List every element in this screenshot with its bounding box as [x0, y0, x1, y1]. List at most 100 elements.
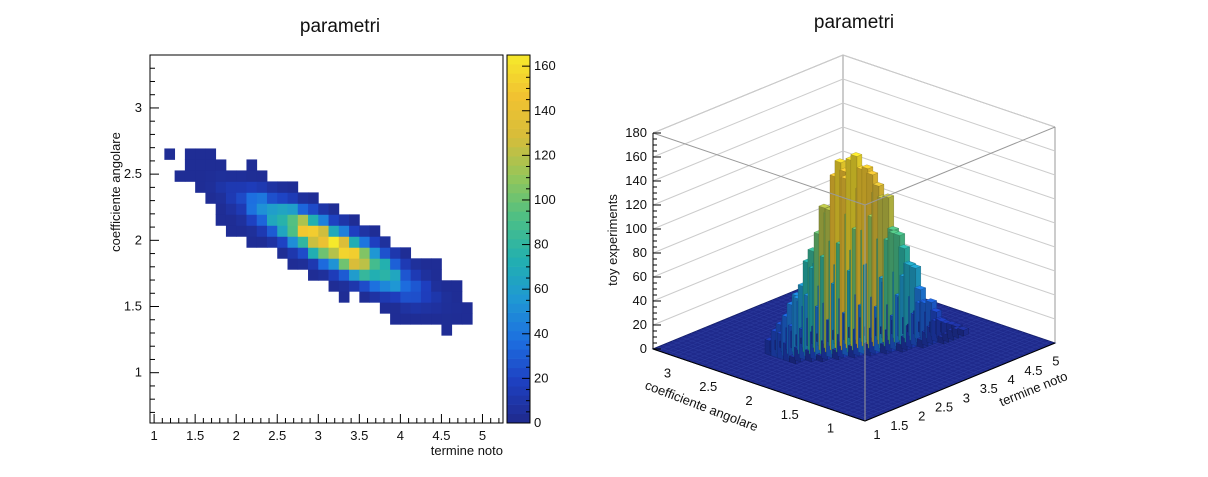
heatmap-cell — [205, 148, 217, 160]
heatmap-title: parametri — [300, 16, 380, 37]
heatmap-cell — [379, 269, 391, 281]
heatmap-cell — [400, 258, 412, 270]
heatmap-cell — [297, 192, 309, 204]
heatmap-cell — [390, 269, 401, 281]
heatmap-cell — [410, 291, 422, 303]
colorbar-segment — [507, 275, 530, 286]
heatmap-cell — [328, 247, 340, 259]
lego-bar-top — [872, 182, 885, 187]
colorbar-segment — [507, 285, 530, 295]
heatmap-cell — [277, 236, 288, 248]
colorbar-segment — [507, 294, 530, 304]
heatmap-cell — [308, 236, 319, 248]
lego-gridline — [652, 78, 844, 158]
colorbar-segment — [507, 147, 530, 157]
lego-x-tick-label: 5 — [1052, 354, 1059, 369]
colorbar-segment — [507, 110, 530, 120]
heatmap-y-tick-label: 2.5 — [124, 166, 142, 181]
heatmap-y-axis-label: coefficiente angolare — [108, 132, 123, 252]
heatmap-cell — [390, 280, 401, 292]
lego-z-tick-label: 160 — [625, 149, 647, 164]
heatmap-cell — [318, 236, 329, 248]
heatmap-cell — [236, 192, 247, 204]
lego-bar-top — [957, 326, 970, 331]
heatmap-cell — [184, 170, 196, 182]
heatmap-cell — [256, 181, 268, 193]
colorbar-segment — [507, 239, 530, 249]
heatmap-cell — [318, 225, 329, 237]
heatmap-cell — [277, 203, 288, 215]
lego-bar-top — [866, 170, 879, 176]
heatmap-cell — [246, 236, 258, 248]
heatmap-cell — [400, 247, 412, 259]
lego-gridline — [652, 222, 844, 302]
heatmap-cell — [195, 181, 206, 193]
heatmap-cell — [369, 291, 381, 303]
heatmap-cell — [266, 225, 278, 237]
lego-y-tick-label: 3 — [664, 365, 671, 380]
lego-z-tick-label: 100 — [625, 221, 647, 236]
heatmap-cell — [308, 269, 319, 281]
heatmap-cell — [205, 181, 217, 193]
colorbar-segment — [507, 377, 530, 387]
lego-floor-line — [806, 322, 997, 402]
lego-z-ticks: 0 20 40 60 80 100 120 140 160 180 — [625, 125, 661, 356]
colorbar-segment — [507, 220, 530, 231]
heatmap-y-tick-label: 3 — [135, 100, 142, 115]
heatmap-cell — [431, 313, 442, 325]
lego-x-tick-label: 2.5 — [935, 399, 953, 414]
heatmap-cell — [379, 291, 391, 303]
colorbar-segment — [507, 119, 530, 129]
heatmap-cell — [328, 236, 340, 248]
colorbar-ticks: 0 20 40 60 80 100 120 140 160 — [522, 54, 556, 430]
heatmap-cell — [287, 258, 299, 270]
heatmap-cell — [349, 214, 360, 226]
heatmap-cell — [431, 291, 442, 303]
heatmap-cell — [359, 247, 370, 259]
heatmap-cell — [297, 214, 309, 226]
heatmap-cell — [236, 170, 247, 182]
heatmap-cell — [246, 170, 258, 182]
heatmap-cell — [287, 203, 299, 215]
heatmap-cell — [349, 225, 360, 237]
colorbar-segment — [507, 331, 530, 341]
heatmap-cell — [256, 192, 268, 204]
heatmap-x-tick-label: 1.5 — [186, 428, 204, 443]
colorbar-segment — [507, 349, 530, 359]
lego-y-tick-label: 2 — [745, 393, 752, 408]
lego-bar-top — [898, 244, 911, 249]
heatmap-cell — [308, 192, 319, 204]
heatmap-cell — [349, 280, 360, 292]
heatmap-cell — [390, 291, 401, 303]
heatmap-cell — [318, 258, 329, 270]
heatmap-cell — [256, 203, 268, 215]
heatmap-cell — [349, 269, 360, 281]
colorbar — [506, 54, 531, 424]
lego-floor-line — [848, 337, 1040, 416]
heatmap-cell — [225, 214, 237, 226]
lego-box-front — [652, 126, 1056, 421]
heatmap-cell — [205, 170, 217, 182]
heatmap-panel: parametri 1 1.5 2 2.5 3 3.5 4 4.5 5 1 1.5 2 2.5 3 te… — [108, 16, 556, 458]
heatmap-cell — [308, 214, 319, 226]
colorbar-segment — [507, 73, 530, 83]
heatmap-cell — [338, 214, 350, 226]
colorbar-tick-label: 80 — [534, 237, 548, 252]
colorbar-segment — [507, 321, 530, 332]
heatmap-cell — [256, 170, 268, 182]
heatmap-cell — [328, 203, 340, 215]
heatmap-cell — [379, 236, 391, 248]
heatmap-cell — [246, 159, 258, 171]
heatmap-cell — [328, 214, 340, 226]
heatmap-cell — [184, 159, 196, 171]
lego-y-ticks: 1 1.5 2 2.5 3 — [652, 348, 866, 436]
heatmap-cell — [338, 291, 350, 303]
heatmap-cell — [246, 203, 258, 215]
heatmap-cell — [236, 203, 247, 215]
heatmap-cell — [277, 214, 288, 226]
colorbar-segment — [507, 174, 530, 185]
lego-floor-line — [817, 326, 1008, 406]
heatmap-cell — [318, 203, 329, 215]
heatmap-cell — [359, 236, 370, 248]
colorbar-segment — [507, 137, 530, 148]
